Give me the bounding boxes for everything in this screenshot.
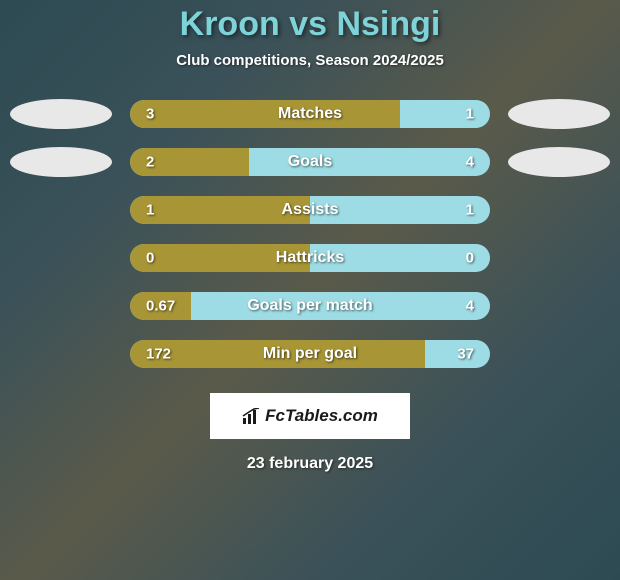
stat-label: Matches bbox=[278, 105, 342, 123]
stat-label: Assists bbox=[282, 201, 339, 219]
stat-value-right: 0 bbox=[466, 250, 474, 267]
stat-bar: 172 Min per goal 37 bbox=[130, 340, 490, 368]
spacer-left bbox=[10, 339, 112, 369]
stat-value-left: 0 bbox=[146, 250, 154, 267]
player-photo-right bbox=[508, 147, 610, 177]
stat-label: Min per goal bbox=[263, 345, 357, 363]
comparison-chart: 3 Matches 1 2 Goals 4 1 Assists 1 0 Hattricks 0 0.67… bbox=[0, 99, 620, 387]
stat-row: 2 Goals 4 bbox=[0, 147, 620, 177]
stat-value-left: 3 bbox=[146, 106, 154, 123]
spacer-right bbox=[508, 339, 610, 369]
date-label: 23 february 2025 bbox=[247, 455, 373, 473]
stat-label: Goals bbox=[288, 153, 332, 171]
stat-row: 3 Matches 1 bbox=[0, 99, 620, 129]
brand-badge: FcTables.com bbox=[210, 393, 410, 439]
stat-bar: 3 Matches 1 bbox=[130, 100, 490, 128]
brand-text: FcTables.com bbox=[265, 406, 378, 426]
stat-value-left: 0.67 bbox=[146, 298, 175, 315]
stat-value-right: 4 bbox=[466, 298, 474, 315]
comparison-subtitle: Club competitions, Season 2024/2025 bbox=[176, 52, 444, 69]
stat-bar: 0 Hattricks 0 bbox=[130, 244, 490, 272]
player-photo-left bbox=[10, 99, 112, 129]
stat-value-left: 2 bbox=[146, 154, 154, 171]
stat-bar: 1 Assists 1 bbox=[130, 196, 490, 224]
chart-icon bbox=[242, 408, 262, 424]
stat-value-left: 1 bbox=[146, 202, 154, 219]
stat-row: 1 Assists 1 bbox=[0, 195, 620, 225]
spacer-left bbox=[10, 243, 112, 273]
spacer-right bbox=[508, 243, 610, 273]
stat-row: 0.67 Goals per match 4 bbox=[0, 291, 620, 321]
stat-bar: 2 Goals 4 bbox=[130, 148, 490, 176]
spacer-right bbox=[508, 195, 610, 225]
stat-row: 0 Hattricks 0 bbox=[0, 243, 620, 273]
stat-label: Goals per match bbox=[247, 297, 372, 315]
stat-value-right: 37 bbox=[457, 346, 474, 363]
spacer-left bbox=[10, 291, 112, 321]
stat-bar: 0.67 Goals per match 4 bbox=[130, 292, 490, 320]
stat-value-right: 1 bbox=[466, 106, 474, 123]
stat-value-right: 1 bbox=[466, 202, 474, 219]
spacer-right bbox=[508, 291, 610, 321]
player-photo-right bbox=[508, 99, 610, 129]
player-photo-left bbox=[10, 147, 112, 177]
comparison-title: Kroon vs Nsingi bbox=[180, 5, 441, 44]
stat-value-right: 4 bbox=[466, 154, 474, 171]
stat-value-left: 172 bbox=[146, 346, 171, 363]
stat-label: Hattricks bbox=[276, 249, 344, 267]
spacer-left bbox=[10, 195, 112, 225]
stat-bar-left-fill bbox=[130, 100, 400, 128]
stat-row: 172 Min per goal 37 bbox=[0, 339, 620, 369]
